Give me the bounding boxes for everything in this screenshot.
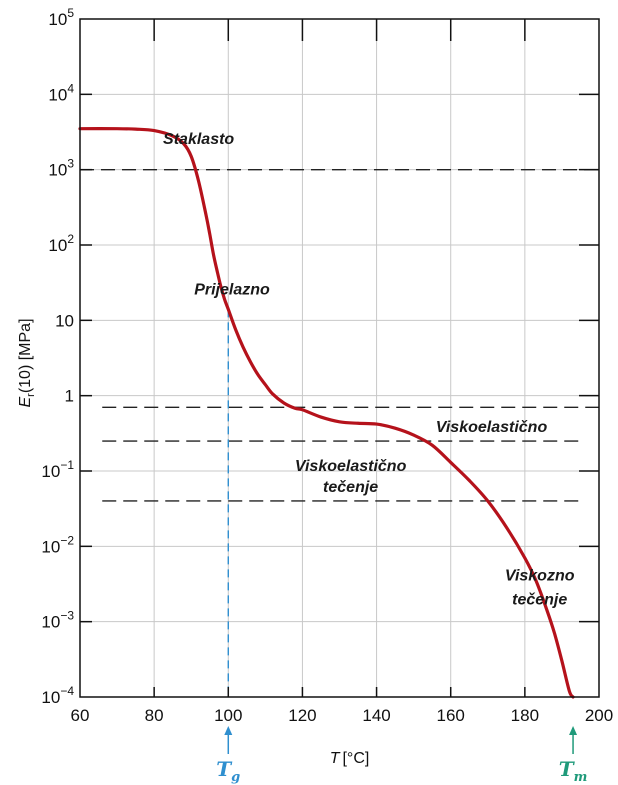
y-tick-label: 10−1 bbox=[41, 458, 74, 481]
x-tick-label: 100 bbox=[214, 706, 242, 725]
marker-label: Tg bbox=[216, 757, 240, 785]
y-tick-label: 103 bbox=[48, 157, 74, 180]
x-axis-symbol: T bbox=[330, 750, 341, 767]
y-tick-label: 10−4 bbox=[41, 684, 74, 707]
marker-arrow-head bbox=[224, 726, 233, 735]
y-axis-label: Er(10) [MPa] bbox=[17, 318, 37, 407]
plot-frame bbox=[79, 18, 600, 698]
region-label: Viskozno bbox=[505, 568, 575, 585]
y-tick-label: 10−3 bbox=[41, 609, 74, 632]
marker-label: Tm bbox=[559, 757, 588, 785]
series-layer bbox=[78, 127, 575, 699]
region-label: Staklasto bbox=[163, 131, 234, 148]
x-tick-label: 80 bbox=[145, 706, 164, 725]
y-tick-label: 104 bbox=[48, 81, 74, 104]
y-tick-label: 10−2 bbox=[41, 533, 74, 556]
y-tick-label: 1 bbox=[65, 387, 74, 406]
x-tick-label: 160 bbox=[437, 706, 465, 725]
modulus-curve bbox=[78, 127, 575, 699]
region-label: tečenje bbox=[323, 479, 378, 496]
x-tick-label: 140 bbox=[362, 706, 390, 725]
x-tick-label: 180 bbox=[511, 706, 539, 725]
marker-lines: Tg Tm bbox=[216, 309, 587, 785]
tick-marks bbox=[80, 19, 599, 697]
region-label: tečenje bbox=[512, 591, 567, 608]
y-tick-label: 105 bbox=[48, 6, 74, 29]
x-tick-label: 200 bbox=[585, 706, 613, 725]
region-label: Viskoelastično bbox=[436, 419, 548, 436]
x-axis-unit: [°C] bbox=[342, 750, 369, 767]
x-axis-label: T [°C] bbox=[330, 750, 370, 767]
region-label: Viskoelastično bbox=[295, 458, 407, 475]
marker-arrow-head bbox=[569, 726, 578, 735]
x-tick-label: 60 bbox=[71, 706, 90, 725]
x-tick-labels: 60 80 100 120 140 160 180 200 bbox=[71, 706, 614, 725]
region-label: Prijelazno bbox=[194, 282, 270, 299]
y-axis-subscript: r bbox=[25, 393, 37, 397]
y-tick-label: 102 bbox=[48, 232, 74, 255]
reference-lines bbox=[80, 168, 599, 502]
region-labels: Staklasto Prijelazno Viskoelastično Viskoel… bbox=[163, 131, 575, 608]
grid-lines bbox=[80, 19, 599, 697]
x-tick-label: 120 bbox=[288, 706, 316, 725]
y-tick-label: 10 bbox=[55, 311, 74, 330]
y-axis-symbol: E bbox=[17, 397, 34, 408]
y-axis-rest: (10) [MPa] bbox=[17, 318, 34, 393]
